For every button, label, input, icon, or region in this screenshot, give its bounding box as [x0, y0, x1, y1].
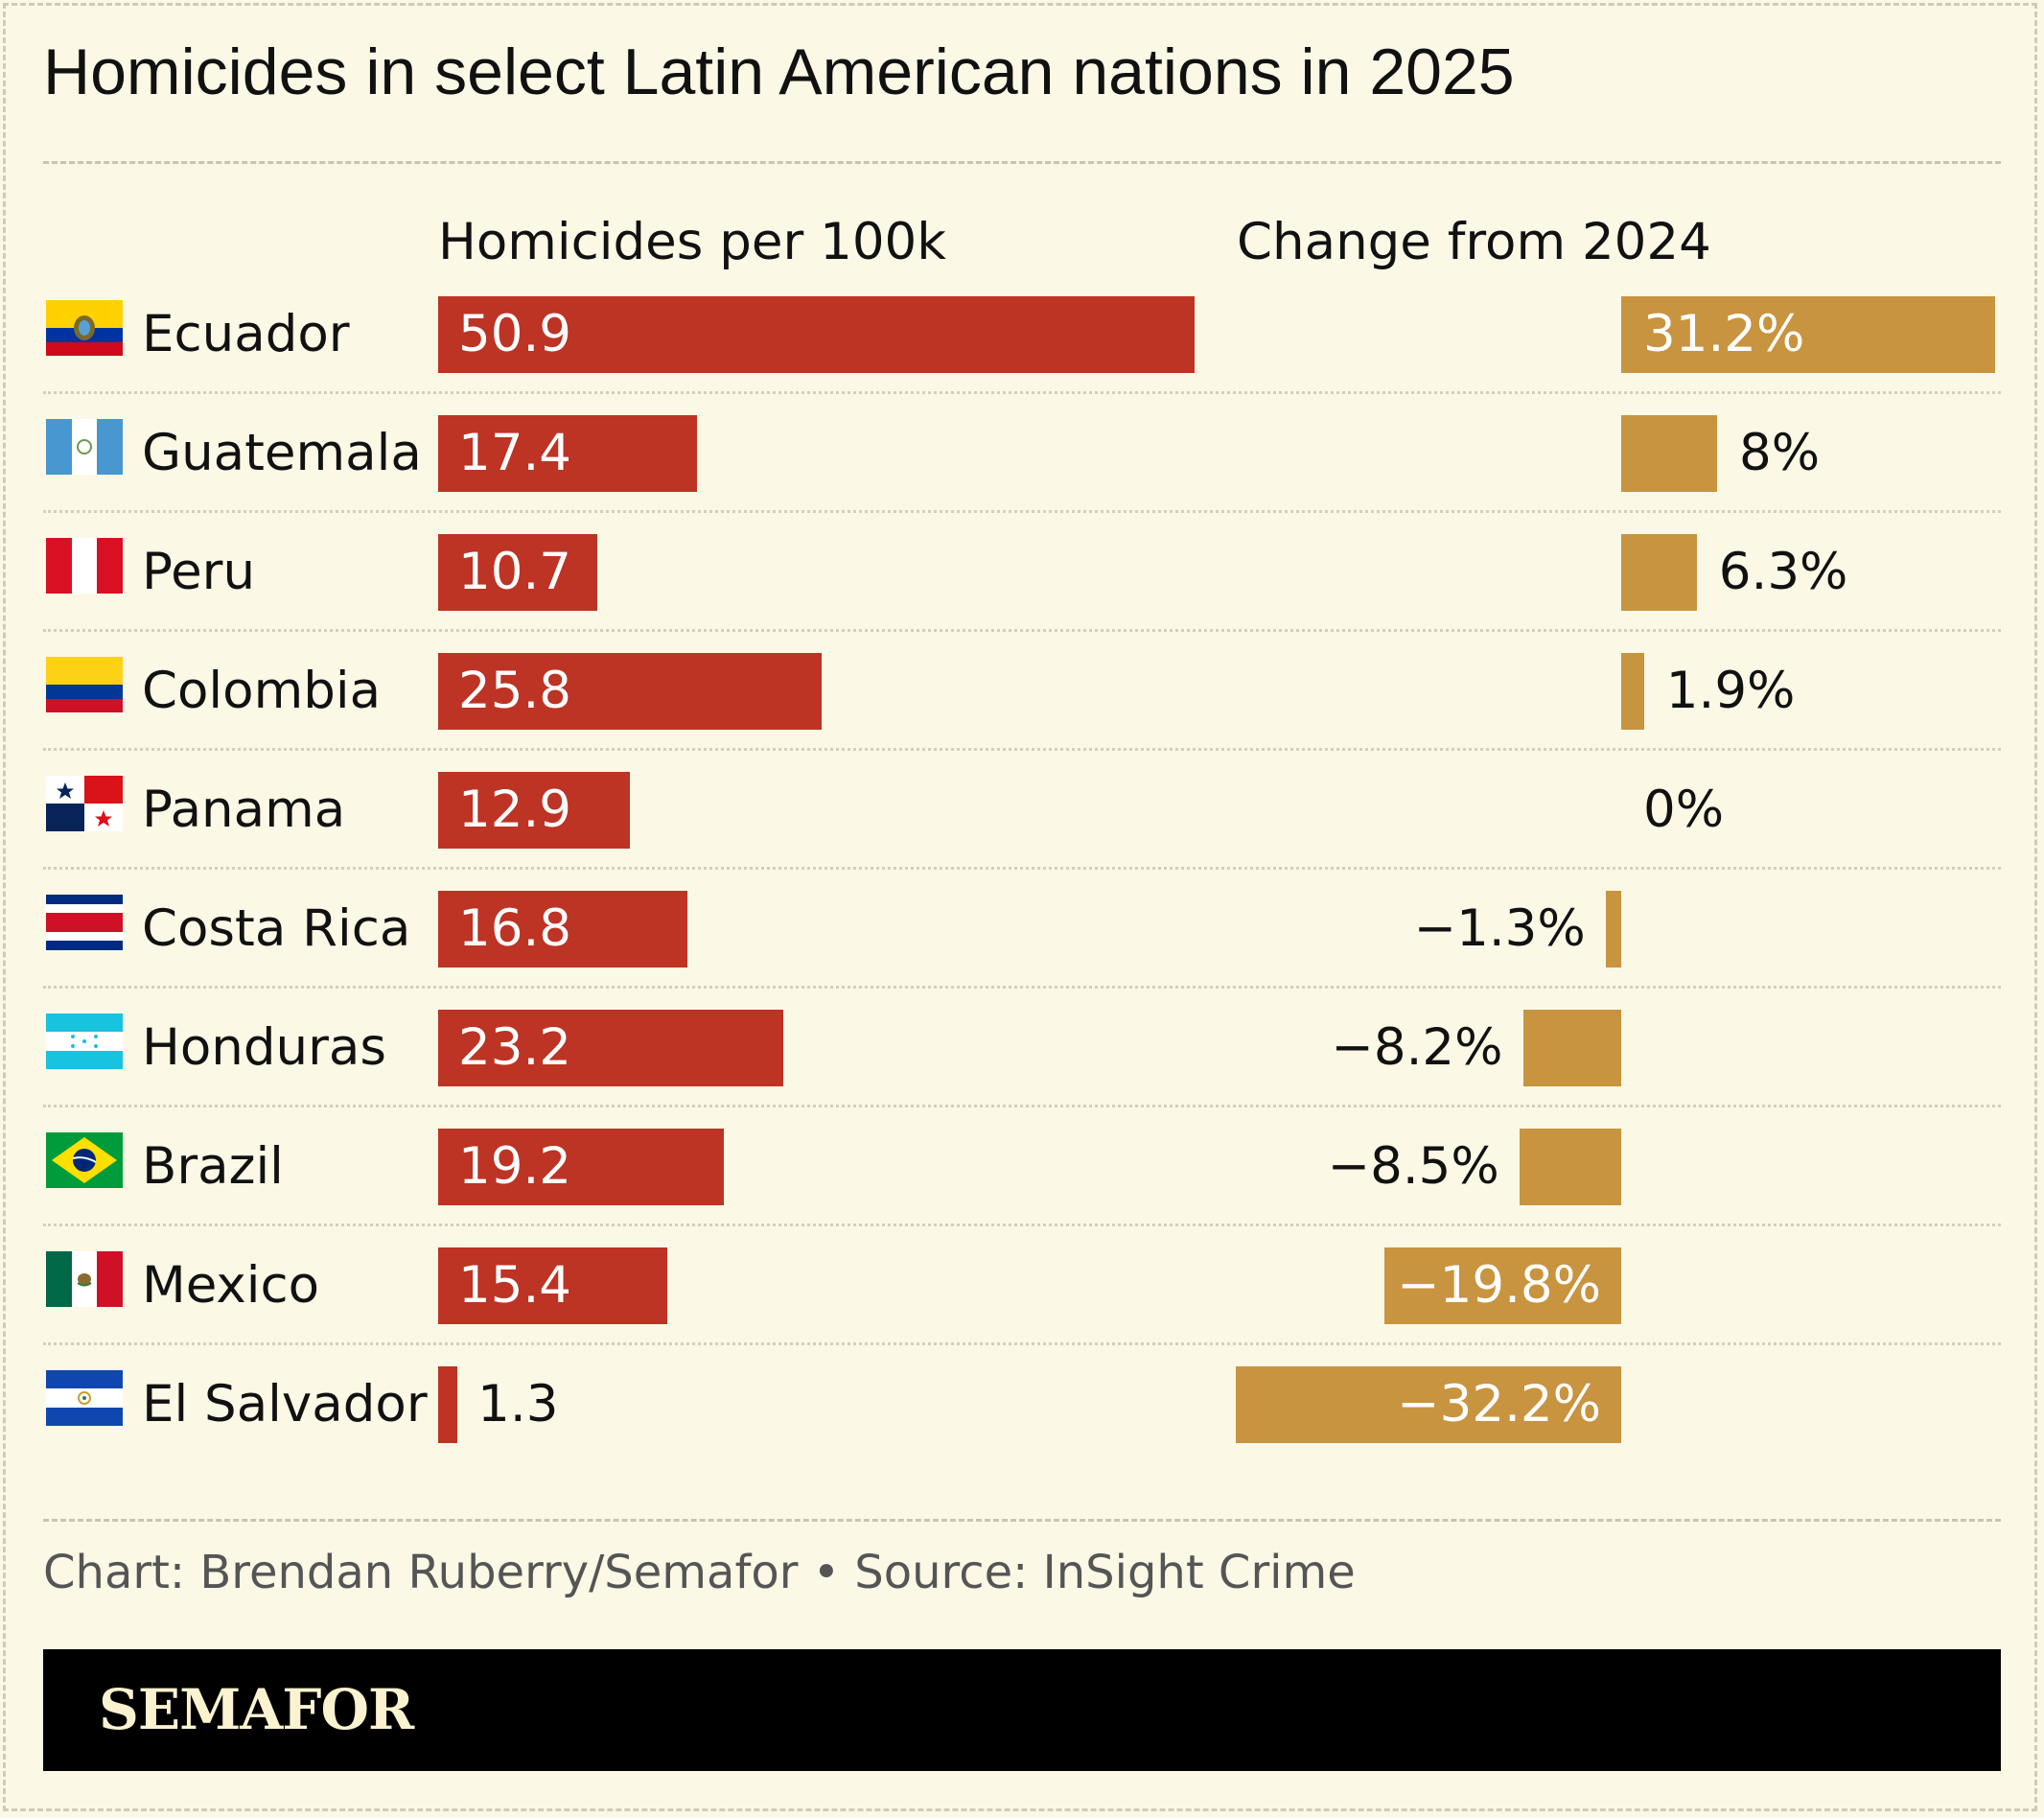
country-label: Guatemala — [142, 424, 422, 482]
change-bar — [1621, 653, 1644, 730]
country-label: Panama — [142, 781, 346, 839]
colombia-flag-icon — [46, 657, 123, 712]
country-label: Costa Rica — [142, 899, 411, 958]
chart-credit: Chart: Brendan Ruberry/Semafor • Source:… — [43, 1546, 1356, 1599]
mexico-flag-icon — [46, 1251, 123, 1307]
brazil-flag-icon — [46, 1132, 123, 1188]
row-brazil: Brazil 19.2 −8.5% — [0, 1129, 2044, 1205]
change-value-label: −8.2% — [1331, 1018, 1503, 1077]
homicide-bar — [438, 1129, 724, 1205]
change-column-header: Change from 2024 — [1237, 213, 1711, 271]
row-mexico: Mexico 15.4 −19.8% — [0, 1247, 2044, 1324]
change-value-label: −32.2% — [1397, 1375, 1601, 1433]
change-value-label: 1.9% — [1665, 662, 1796, 720]
country-label: Brazil — [142, 1137, 284, 1196]
homicide-bar — [438, 772, 630, 849]
change-bar — [1235, 1366, 1621, 1443]
costa-rica-flag-icon — [46, 895, 123, 950]
homicide-value-label: 23.2 — [458, 1018, 572, 1077]
row-separator — [43, 510, 2001, 513]
row-el-salvador: El Salvador 1.3 −32.2% — [0, 1366, 2044, 1443]
bottom-divider — [43, 1519, 2001, 1522]
row-separator — [43, 1342, 2001, 1345]
guatemala-flag-icon — [46, 419, 123, 475]
top-divider — [43, 161, 2001, 164]
country-label: El Salvador — [142, 1375, 428, 1433]
homicides-column-header: Homicides per 100k — [438, 213, 946, 271]
country-label: Ecuador — [142, 305, 350, 363]
homicide-bar — [438, 653, 822, 730]
row-peru: Peru 10.7 6.3% — [0, 534, 2044, 611]
change-bar — [1383, 1247, 1621, 1324]
homicide-bar — [438, 1010, 783, 1086]
change-value-label: −19.8% — [1397, 1256, 1601, 1315]
row-ecuador: Ecuador 50.9 31.2% — [0, 296, 2044, 373]
country-label: Mexico — [142, 1256, 320, 1315]
chart-frame — [3, 3, 2037, 1811]
row-costa-rica: Costa Rica 16.8 −1.3% — [0, 891, 2044, 967]
change-bar — [1605, 891, 1621, 967]
change-bar — [1621, 296, 1995, 373]
homicide-value-label: 1.3 — [477, 1375, 559, 1433]
ecuador-flag-icon — [46, 300, 123, 356]
change-value-label: 6.3% — [1718, 543, 1848, 601]
chart-title: Homicides in select Latin American natio… — [43, 35, 1515, 108]
row-separator — [43, 748, 2001, 751]
change-value-label: 8% — [1739, 424, 1821, 482]
homicide-bar — [438, 891, 688, 967]
row-honduras: Honduras 23.2 −8.2% — [0, 1010, 2044, 1086]
homicide-bar — [438, 296, 1195, 373]
panama-flag-icon — [46, 776, 123, 831]
homicide-value-label: 10.7 — [458, 543, 572, 601]
row-separator — [43, 629, 2001, 632]
row-separator — [43, 1224, 2001, 1226]
country-label: Colombia — [142, 662, 382, 720]
change-bar — [1522, 1010, 1621, 1086]
change-value-label: −8.5% — [1327, 1137, 1499, 1196]
peru-flag-icon — [46, 538, 123, 594]
homicide-value-label: 15.4 — [458, 1256, 572, 1315]
change-value-label: −1.3% — [1413, 899, 1586, 958]
country-label: Peru — [142, 543, 256, 601]
row-separator — [43, 867, 2001, 870]
homicide-value-label: 19.2 — [458, 1137, 572, 1196]
change-bar — [1621, 415, 1717, 492]
homicide-value-label: 50.9 — [458, 305, 572, 363]
homicide-bar — [438, 1247, 667, 1324]
change-bar — [1519, 1129, 1621, 1205]
homicide-value-label: 16.8 — [458, 899, 572, 958]
homicide-value-label: 17.4 — [458, 424, 572, 482]
semafor-logo: SEMAFOR — [99, 1677, 414, 1742]
change-value-label: 31.2% — [1643, 305, 1805, 363]
homicide-bar — [438, 1366, 458, 1443]
homicide-value-label: 25.8 — [458, 662, 572, 720]
change-value-label: 0% — [1643, 781, 1725, 839]
row-colombia: Colombia 25.8 1.9% — [0, 653, 2044, 730]
honduras-flag-icon — [46, 1014, 123, 1069]
row-separator — [43, 986, 2001, 989]
row-panama: Panama 12.9 0% — [0, 772, 2044, 849]
el-salvador-flag-icon — [46, 1370, 123, 1426]
country-label: Honduras — [142, 1018, 386, 1077]
brand-footer: SEMAFOR — [43, 1649, 2001, 1771]
homicide-value-label: 12.9 — [458, 781, 572, 839]
change-bar — [1621, 534, 1697, 611]
homicide-bar — [438, 415, 697, 492]
homicide-bar — [438, 534, 597, 611]
row-separator — [43, 391, 2001, 394]
row-guatemala: Guatemala 17.4 8% — [0, 415, 2044, 492]
row-separator — [43, 1105, 2001, 1107]
